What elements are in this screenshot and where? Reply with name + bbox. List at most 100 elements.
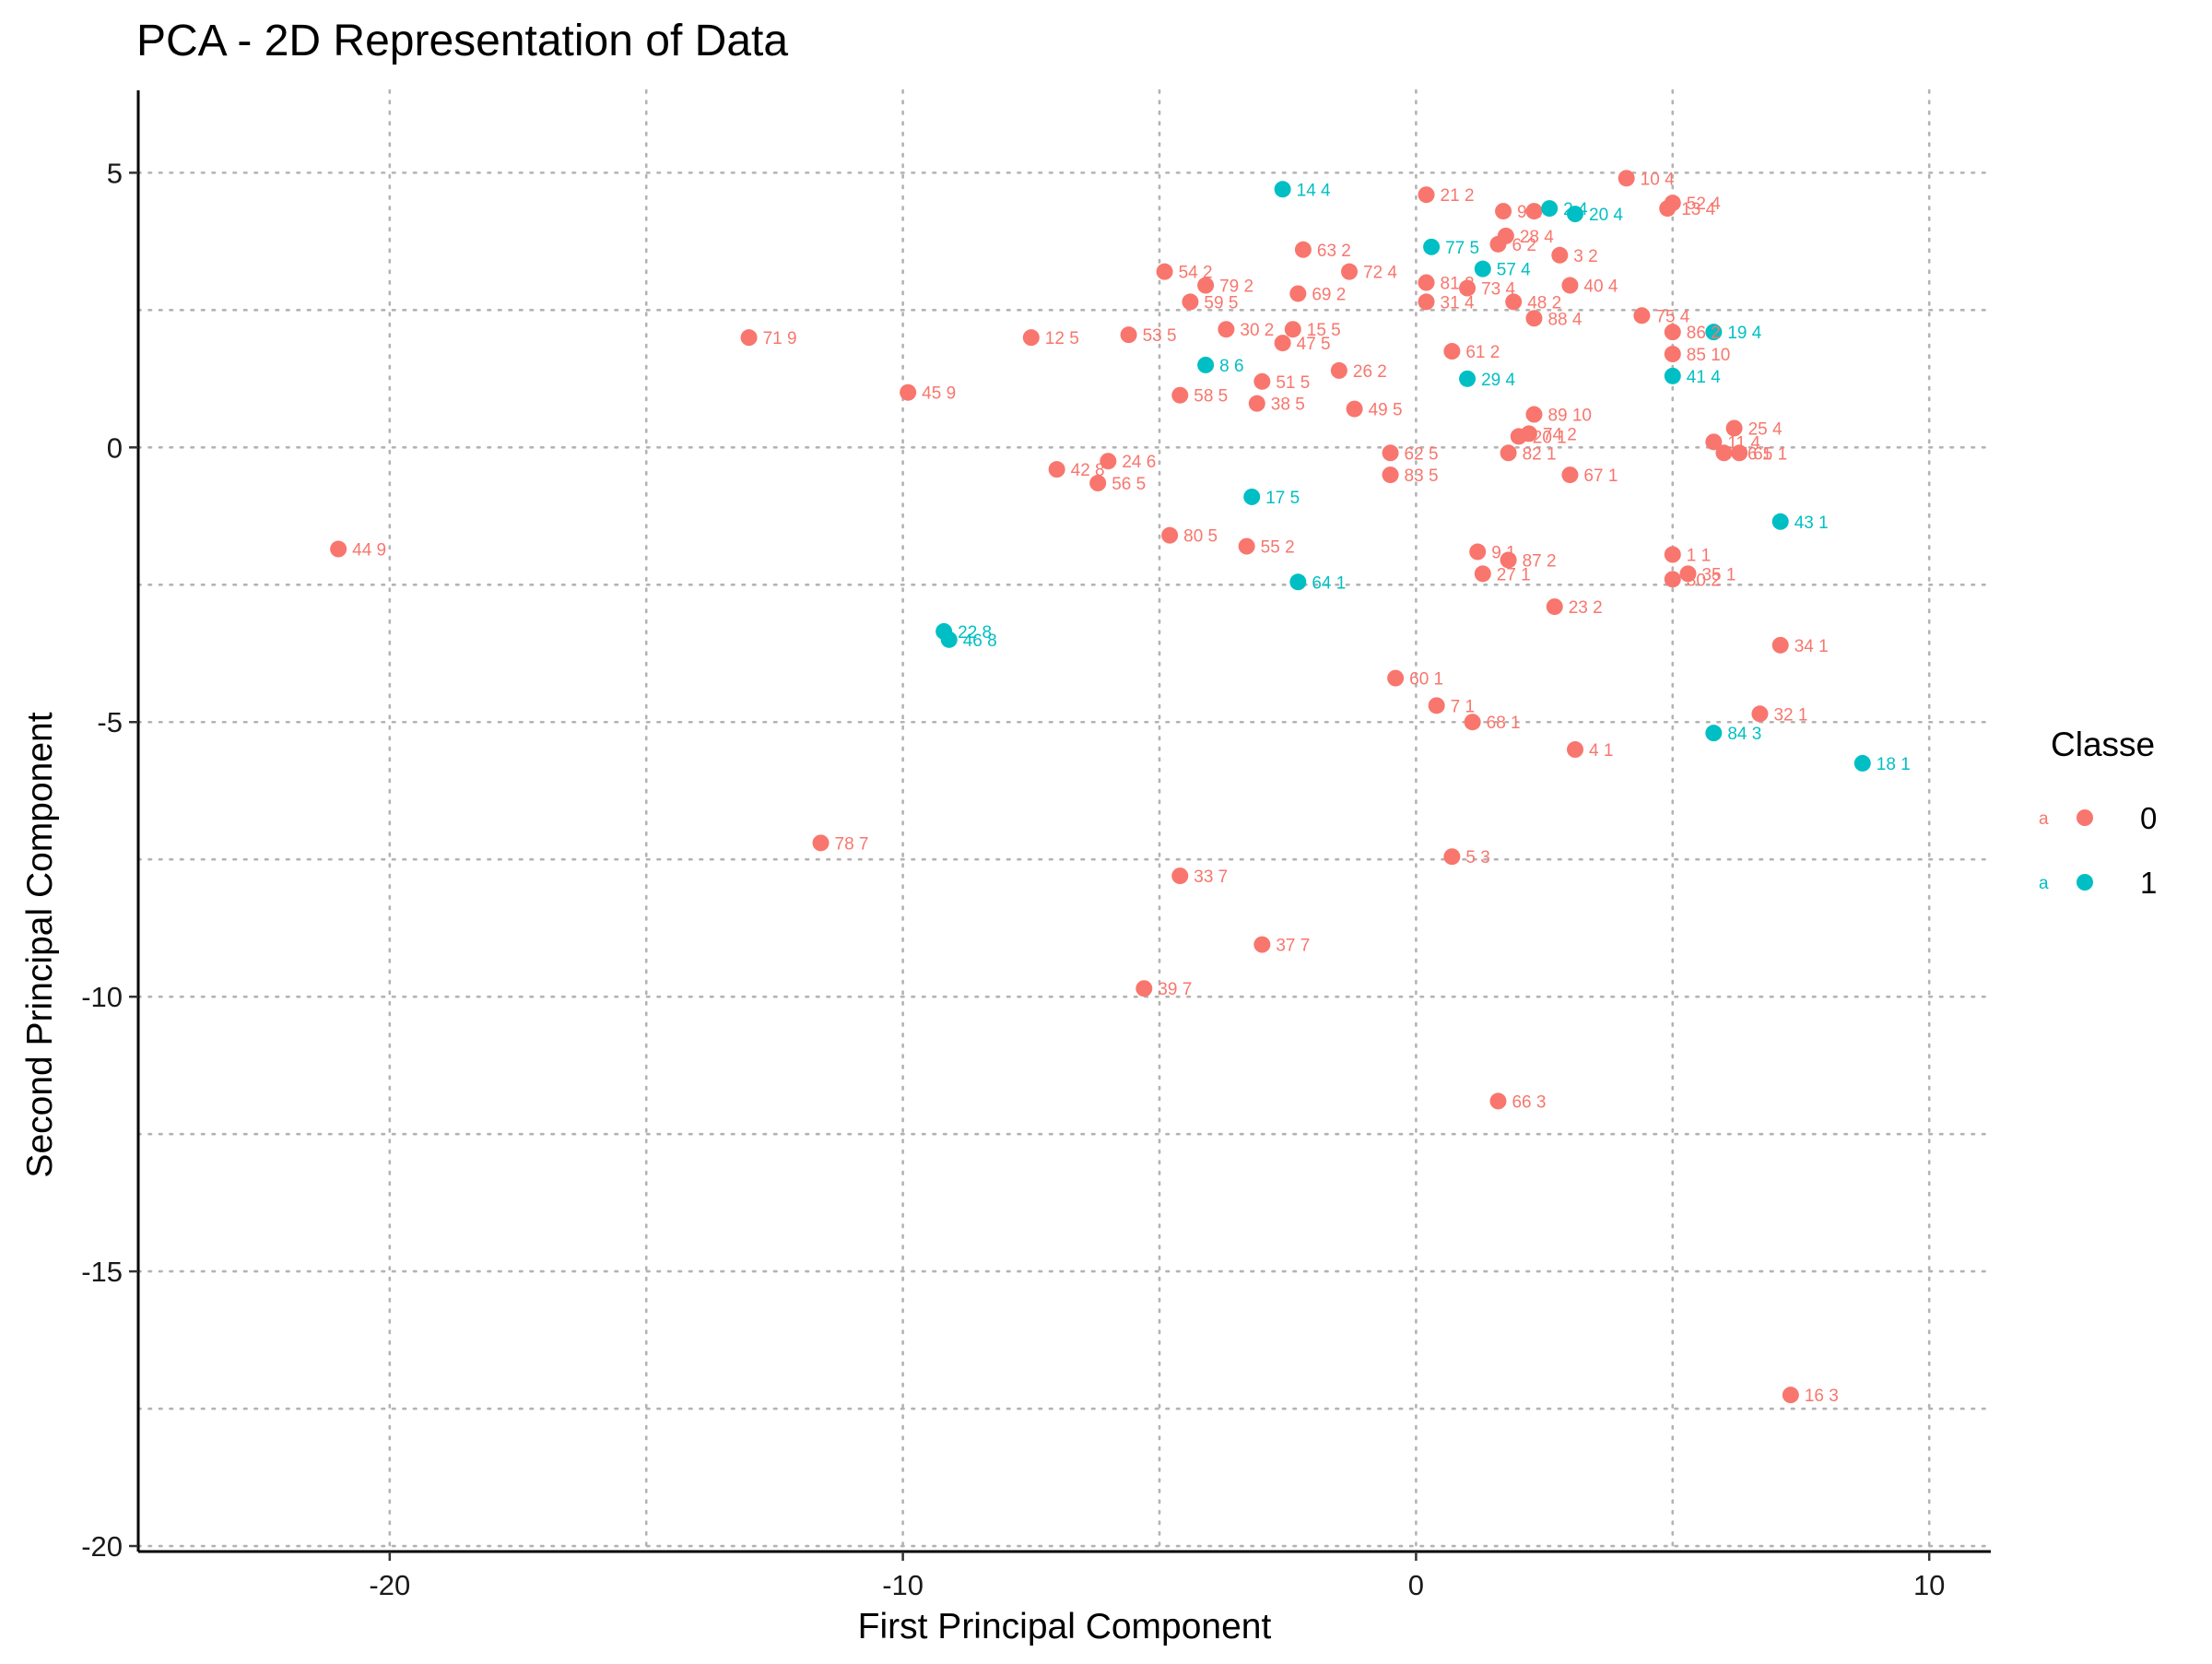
point-label: 73 4: [1481, 280, 1515, 300]
data-point-class-0: [1567, 741, 1584, 759]
point-label: 59 5: [1204, 293, 1238, 313]
point-label: 32 1: [1773, 705, 1807, 725]
point-label: 88 4: [1547, 310, 1582, 329]
data-point-class-0: [1782, 1387, 1799, 1404]
point-label: 26 2: [1353, 362, 1387, 382]
point-label: 44 9: [352, 541, 386, 561]
point-label: 85 10: [1687, 346, 1731, 365]
data-point-class-0: [740, 329, 758, 347]
data-point-class-0: [1546, 598, 1563, 616]
point-label: 46 8: [963, 631, 997, 651]
legend-key-text: a: [2039, 809, 2049, 829]
data-point-class-0: [1525, 406, 1543, 423]
point-label: 80 5: [1183, 527, 1218, 547]
point-label: 8 6: [1219, 357, 1243, 376]
point-label: 65 1: [1753, 444, 1787, 464]
data-point-class-0: [1664, 546, 1681, 563]
point-label: 87 2: [1523, 551, 1557, 571]
y-axis-title: Second Principal Component: [20, 712, 60, 1177]
point-label: 39 7: [1158, 980, 1192, 999]
data-point-class-0: [812, 834, 830, 852]
data-point-class-0: [1197, 277, 1215, 294]
point-label: 20 1: [1533, 428, 1567, 447]
point-label: 84 3: [1727, 725, 1761, 744]
legend-key-dot: [2077, 874, 2093, 891]
point-label: 5 3: [1465, 848, 1489, 867]
point-label: 45 9: [922, 384, 956, 404]
data-point-class-0: [1500, 551, 1517, 569]
point-label: 62 5: [1405, 444, 1439, 464]
point-label: 54 2: [1179, 264, 1213, 283]
point-label: 16 3: [1805, 1387, 1839, 1406]
data-point-class-0: [1771, 636, 1789, 654]
axes: -20 -10 0 10 5 0 -5 -10 -15 -20: [81, 90, 1991, 1601]
point-label: 64 1: [1312, 573, 1346, 593]
data-point-class-0: [1474, 565, 1491, 583]
data-point-class-0: [1382, 466, 1399, 484]
data-point-class-0: [1171, 867, 1189, 885]
point-label: 27 1: [1497, 565, 1531, 584]
point-label: 75 4: [1655, 307, 1689, 326]
point-label: 82 1: [1523, 444, 1557, 464]
point-labels: 10 4 21 2 52 413 4 9 2 28 46 2 3 2 63 2 72 4 54 …: [352, 170, 1911, 1406]
data-point-class-1: [1705, 725, 1723, 742]
data-point-class-0: [330, 540, 347, 558]
point-label: 81 2: [1441, 275, 1475, 294]
point-label: 86 2: [1687, 324, 1721, 343]
point-label: 11 4: [1727, 433, 1760, 453]
data-point-class-1: [1567, 206, 1584, 223]
point-label: 23 2: [1569, 598, 1603, 618]
point-label: 9 1: [1491, 544, 1515, 563]
data-point-class-0: [1561, 466, 1579, 484]
y-tick-label: -20: [81, 1530, 123, 1563]
legend-label: 0: [2140, 801, 2157, 835]
data-point-class-1: [1274, 181, 1291, 198]
point-label: 53 5: [1143, 326, 1177, 346]
data-point-class-0: [1171, 386, 1189, 404]
data-point-class-0: [1346, 400, 1363, 418]
data-point-class-0: [1248, 395, 1265, 412]
point-label: 10 4: [1641, 170, 1675, 189]
point-label: 1 1: [1687, 547, 1711, 566]
y-tick-label: 5: [107, 157, 123, 189]
point-label: 78 7: [835, 834, 869, 854]
legend-entries: a 0 a 1: [2039, 801, 2157, 900]
data-point-class-1: [1541, 200, 1559, 218]
data-point-class-0: [1120, 326, 1137, 344]
point-label: 20 4: [1589, 206, 1623, 225]
data-point-class-0: [1341, 263, 1359, 280]
point-label: 63 2: [1317, 242, 1351, 261]
data-point-class-0: [1664, 346, 1681, 363]
point-label: 29 4: [1481, 371, 1515, 390]
point-label: 79 2: [1219, 277, 1253, 297]
point-label: 66 3: [1512, 1092, 1546, 1112]
point-label: 42 8: [1071, 461, 1105, 480]
point-label: 56 5: [1112, 475, 1146, 494]
data-point-class-0: [1633, 307, 1651, 325]
legend-key-dot: [2077, 809, 2093, 826]
data-point-class-0: [1135, 980, 1153, 997]
point-label: 21 2: [1441, 186, 1475, 206]
data-point-class-0: [1161, 526, 1179, 544]
point-label: 55 2: [1261, 538, 1295, 558]
point-label: 34 1: [1794, 637, 1829, 656]
point-label: 4 1: [1589, 741, 1613, 761]
data-point-class-0: [1418, 293, 1435, 311]
point-label: 35 1: [1701, 565, 1735, 584]
data-point-class-0: [1274, 335, 1291, 352]
legend: Classe a 0 a 1: [2039, 726, 2157, 900]
point-label: 76 1: [1737, 444, 1771, 464]
data-point-class-0: [1156, 263, 1173, 280]
point-label: 7 1: [1451, 697, 1475, 716]
y-tick-label: -15: [81, 1256, 123, 1288]
data-point-class-0: [1495, 203, 1512, 220]
data-point-class-0: [1489, 1092, 1507, 1110]
data-point-class-0: [1330, 361, 1347, 379]
data-point-class-0: [1664, 324, 1681, 341]
point-label: 14 4: [1297, 181, 1331, 200]
data-point-class-0: [1731, 444, 1748, 462]
grid-lines: [136, 89, 1993, 1553]
y-tick-label: -10: [81, 981, 123, 1013]
